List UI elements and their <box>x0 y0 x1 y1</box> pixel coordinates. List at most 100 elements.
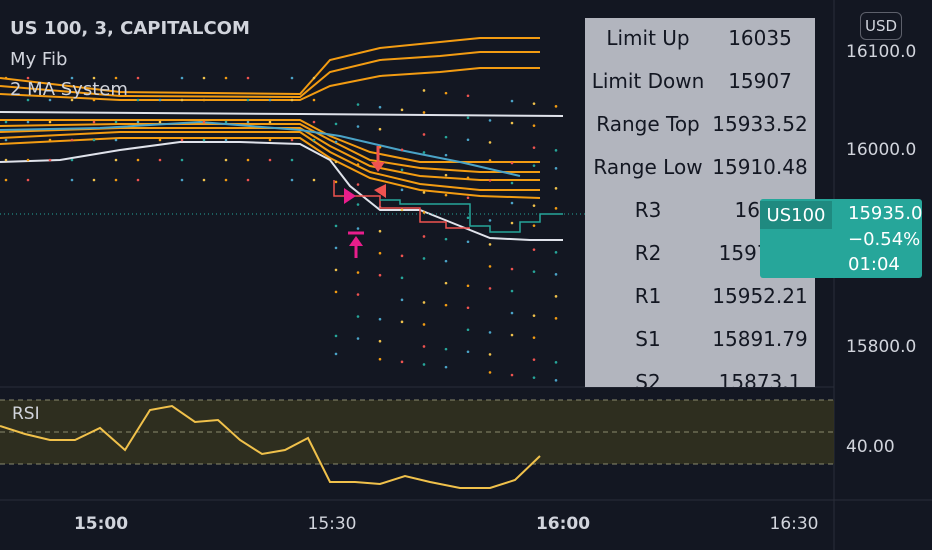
pivot-dot <box>554 273 558 276</box>
pivot-dot <box>422 345 426 348</box>
pivot-dot <box>114 76 118 80</box>
pivot-dot <box>400 320 404 324</box>
pivot-dot <box>290 76 294 80</box>
pivot-dot <box>466 284 470 288</box>
pivot-dot <box>312 76 316 80</box>
current-price-label[interactable]: US100 15935.0 −0.54% 01:04 <box>760 199 922 278</box>
pivot-dot <box>466 116 470 120</box>
pivot-dot <box>114 120 118 124</box>
pivot-dot <box>554 251 558 254</box>
pivot-dot <box>4 178 8 182</box>
pivot-dot <box>70 178 74 182</box>
pivot-dot <box>26 98 30 102</box>
pivot-dot <box>202 98 206 102</box>
pivot-dot <box>510 311 514 315</box>
pivot-dot <box>444 347 448 351</box>
fib-row-value: 15907 <box>728 69 792 93</box>
pivot-dot <box>356 293 360 296</box>
price-label-price: 15935.0 <box>848 203 923 224</box>
ma-upper-line <box>0 111 564 117</box>
pivot-dot <box>466 216 470 220</box>
pivot-dot <box>356 227 360 230</box>
pivot-dot <box>180 178 184 182</box>
pivot-dot <box>48 120 52 124</box>
currency-button[interactable]: USD <box>860 12 902 40</box>
pivot-dot <box>400 360 404 364</box>
pivot-dot <box>510 181 514 185</box>
pivot-dot <box>532 204 536 207</box>
pivot-dot <box>510 333 514 337</box>
pivot-dot <box>510 289 514 293</box>
pivot-dot <box>246 178 250 182</box>
fib-row-label: S1 <box>635 327 661 351</box>
fib-row-value: 15933.52 <box>712 112 808 136</box>
pivot-dot <box>26 120 30 124</box>
pivot-dot <box>114 158 118 162</box>
pivot-dot <box>466 350 470 354</box>
pivot-dot <box>136 158 140 162</box>
pivot-dot <box>488 179 492 182</box>
pivot-dot <box>334 352 338 356</box>
pivot-dot <box>510 373 514 377</box>
pivot-dot <box>202 138 206 142</box>
time-tick: 16:00 <box>535 514 591 534</box>
price-tick: 16100.0 <box>846 42 917 62</box>
pivot-dot <box>488 371 492 374</box>
pivot-dot <box>312 120 316 124</box>
pivot-dot <box>378 127 382 131</box>
fib-band-lines <box>0 37 541 199</box>
pivot-dot <box>488 243 492 246</box>
pivot-dot <box>444 281 448 285</box>
signal-triangle-magenta <box>344 188 356 204</box>
rsi-line <box>0 404 541 489</box>
pivot-dot <box>378 251 382 255</box>
legend-fib-indicator[interactable]: My Fib <box>10 49 68 70</box>
pivot-dot <box>268 98 272 102</box>
pivot-dot <box>400 208 404 212</box>
signal-arrow-down <box>371 146 385 172</box>
pivot-dot <box>532 146 536 149</box>
pivot-dot <box>422 211 426 214</box>
pivot-dot <box>400 188 404 192</box>
pivot-dot <box>554 105 558 108</box>
pivot-dot <box>554 361 558 364</box>
pivot-dot <box>158 158 162 162</box>
pivot-dot <box>224 138 228 142</box>
pivot-dot <box>554 149 558 152</box>
pivot-dot <box>92 138 96 142</box>
fib-row-label: Limit Up <box>606 26 690 50</box>
pivot-dot <box>444 135 448 139</box>
pivot-dot <box>510 267 514 271</box>
pivot-dot <box>180 76 184 80</box>
pivot-dot <box>290 158 294 162</box>
pivot-dot <box>356 103 360 106</box>
legend-ma-indicator[interactable]: 2 MA System <box>10 79 128 100</box>
pivot-dot <box>532 314 536 317</box>
rsi-pane-label[interactable]: RSI <box>12 404 40 424</box>
pivot-dot <box>246 98 250 102</box>
pivot-dot <box>444 91 448 95</box>
pivot-dot <box>268 120 272 124</box>
price-label-change: −0.54% <box>848 229 921 250</box>
signal-triangle-red <box>374 184 386 198</box>
pivot-dot <box>158 138 162 142</box>
pivot-dot <box>400 148 404 152</box>
pivot-dot <box>466 176 470 180</box>
pivot-dot <box>532 124 536 127</box>
pivot-dot <box>466 196 470 200</box>
legend-symbol-title[interactable]: US 100, 3, CAPITALCOM <box>10 18 250 39</box>
pivot-dot <box>26 76 30 80</box>
pivot-dot <box>356 271 360 274</box>
pivot-dot <box>290 98 294 102</box>
pivot-dot <box>488 141 492 144</box>
signal-arrow-up <box>348 231 364 258</box>
pivot-dot <box>356 163 360 166</box>
pivot-dot <box>334 246 338 250</box>
fib-row-limit-up: Limit Up 16035 <box>585 18 815 61</box>
pivot-dot <box>334 290 338 294</box>
pivot-dot <box>422 133 426 136</box>
pivot-dot <box>488 219 492 222</box>
pivot-dot <box>554 167 558 170</box>
fib-row-range-top: Range Top 15933.52 <box>585 104 815 147</box>
